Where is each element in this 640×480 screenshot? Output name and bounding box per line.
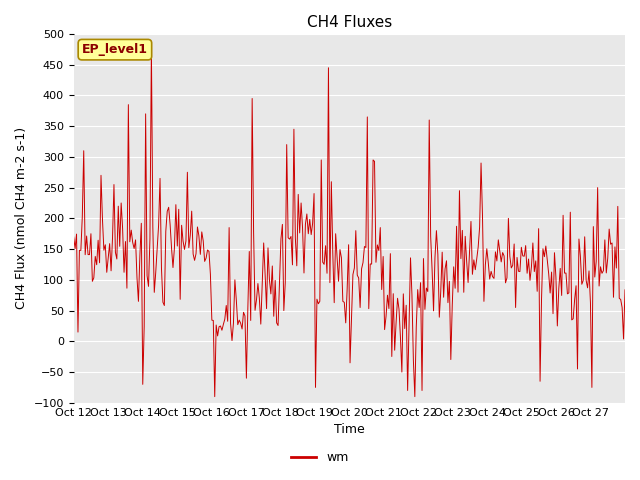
wm (466, 249, 474, 254)
wm (356, 305, 364, 311)
wm (148, 45, 156, 51)
wm (106, 241, 113, 247)
wm (620, 336, 627, 342)
wm (621, 287, 629, 293)
wm (211, 394, 219, 399)
X-axis label: Time: Time (334, 423, 365, 436)
Legend: wm: wm (286, 446, 354, 469)
wm (70, 234, 77, 240)
wm (548, 269, 556, 275)
Line: wm: wm (74, 48, 625, 396)
Title: CH4 Fluxes: CH4 Fluxes (307, 15, 392, 30)
Y-axis label: CH4 Flux (nmol CH4 m-2 s-1): CH4 Flux (nmol CH4 m-2 s-1) (15, 127, 28, 310)
wm (88, 278, 96, 284)
Text: EP_level1: EP_level1 (82, 43, 148, 56)
